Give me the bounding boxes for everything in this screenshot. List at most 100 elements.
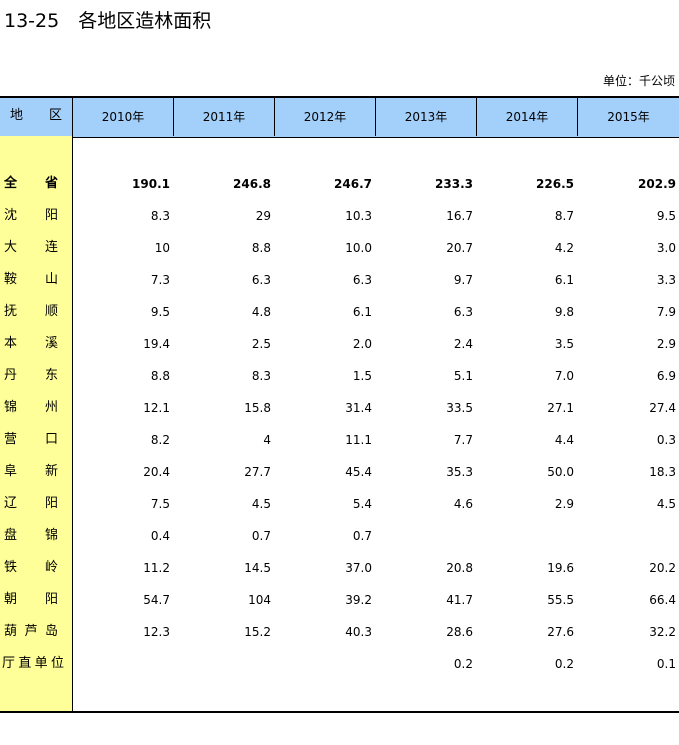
cell: 0.2 [554, 657, 574, 671]
cell: 39.2 [345, 593, 372, 607]
cell: 8.2 [150, 433, 170, 447]
cell: 0.7 [251, 529, 271, 543]
cell: 9.8 [554, 305, 574, 319]
cell: 7.9 [656, 305, 676, 319]
cell: 9.5 [150, 305, 170, 319]
cell: 3.0 [656, 241, 676, 255]
column-header: 2012年 [274, 98, 375, 136]
cell: 4 [263, 433, 271, 447]
cell: 35.3 [446, 465, 473, 479]
cell: 33.5 [446, 401, 473, 415]
cell: 19.4 [143, 337, 170, 351]
cell: 8.8 [150, 369, 170, 383]
cell: 18.3 [649, 465, 676, 479]
cell: 8.3 [150, 209, 170, 223]
cell: 0.1 [656, 657, 676, 671]
cell: 45.4 [345, 465, 372, 479]
cell: 4.2 [554, 241, 574, 255]
cell: 12.1 [143, 401, 170, 415]
cell: 19.6 [547, 561, 574, 575]
row-name: 辽阳 [4, 496, 58, 511]
row-name: 锦州 [4, 400, 58, 415]
cell: 20.2 [649, 561, 676, 575]
cell: 0.2 [453, 657, 473, 671]
cell: 55.5 [547, 593, 574, 607]
cell: 27.7 [244, 465, 271, 479]
row-name: 葫芦岛 [4, 624, 58, 639]
cell: 12.3 [143, 625, 170, 639]
cell: 50.0 [547, 465, 574, 479]
cell: 2.4 [453, 337, 473, 351]
cell: 27.6 [547, 625, 574, 639]
cell: 6.3 [352, 273, 372, 287]
cell: 3.5 [554, 337, 574, 351]
column-header: 2010年 [72, 98, 173, 136]
cell: 4.8 [251, 305, 271, 319]
cell: 0.4 [150, 529, 170, 543]
cell: 27.4 [649, 401, 676, 415]
cell: 8.8 [251, 241, 271, 255]
cell: 27.1 [547, 401, 574, 415]
cell: 66.4 [649, 593, 676, 607]
row-name: 本溪 [4, 336, 58, 351]
cell: 20.7 [446, 241, 473, 255]
row-name: 丹东 [4, 368, 58, 383]
cell: 2.5 [251, 337, 271, 351]
row-name: 大连 [4, 240, 58, 255]
cell: 29 [255, 209, 271, 223]
name-column [0, 136, 73, 712]
cell: 104 [248, 593, 271, 607]
cell: 8.3 [251, 369, 271, 383]
row-name: 营口 [4, 432, 58, 447]
cell: 9.5 [656, 209, 676, 223]
cell: 11.2 [143, 561, 170, 575]
cell: 10.3 [345, 209, 372, 223]
cell: 16.7 [446, 209, 473, 223]
cell: 2.9 [554, 497, 574, 511]
cell: 6.3 [453, 305, 473, 319]
column-header: 2015年 [577, 98, 679, 136]
row-name: 铁岭 [4, 560, 58, 575]
cell: 233.3 [435, 177, 473, 191]
cell: 3.3 [656, 273, 676, 287]
cell: 11.1 [345, 433, 372, 447]
cell: 10 [154, 241, 170, 255]
row-name: 鞍山 [4, 272, 58, 287]
row-name: 阜新 [4, 464, 58, 479]
row-name: 厅直单位 [2, 656, 64, 671]
cell: 31.4 [345, 401, 372, 415]
cell: 54.7 [143, 593, 170, 607]
header-row [0, 96, 679, 138]
unit: 单位：千公顷 [602, 74, 675, 88]
cell: 246.8 [233, 177, 271, 191]
cell: 0.3 [656, 433, 676, 447]
cell: 9.7 [453, 273, 473, 287]
cell: 7.5 [150, 497, 170, 511]
cell: 8.7 [554, 209, 574, 223]
row-name: 全省 [4, 176, 58, 191]
cell: 190.1 [132, 177, 170, 191]
cell: 37.0 [345, 561, 372, 575]
cell: 20.4 [143, 465, 170, 479]
cell: 32.2 [649, 625, 676, 639]
corner-header: 地区 [10, 108, 62, 123]
cell: 4.5 [251, 497, 271, 511]
cell: 14.5 [244, 561, 271, 575]
cell: 5.4 [352, 497, 372, 511]
cell: 6.1 [352, 305, 372, 319]
cell: 202.9 [638, 177, 676, 191]
cell: 4.6 [453, 497, 473, 511]
cell: 10.0 [345, 241, 372, 255]
column-header: 2013年 [375, 98, 476, 136]
cell: 2.0 [352, 337, 372, 351]
cell: 41.7 [446, 593, 473, 607]
cell: 4.5 [656, 497, 676, 511]
bottom-rule [0, 711, 679, 713]
cell: 2.9 [656, 337, 676, 351]
cell: 4.4 [554, 433, 574, 447]
cell: 15.2 [244, 625, 271, 639]
column-header: 2014年 [476, 98, 577, 136]
cell: 7.3 [150, 273, 170, 287]
cell: 246.7 [334, 177, 372, 191]
